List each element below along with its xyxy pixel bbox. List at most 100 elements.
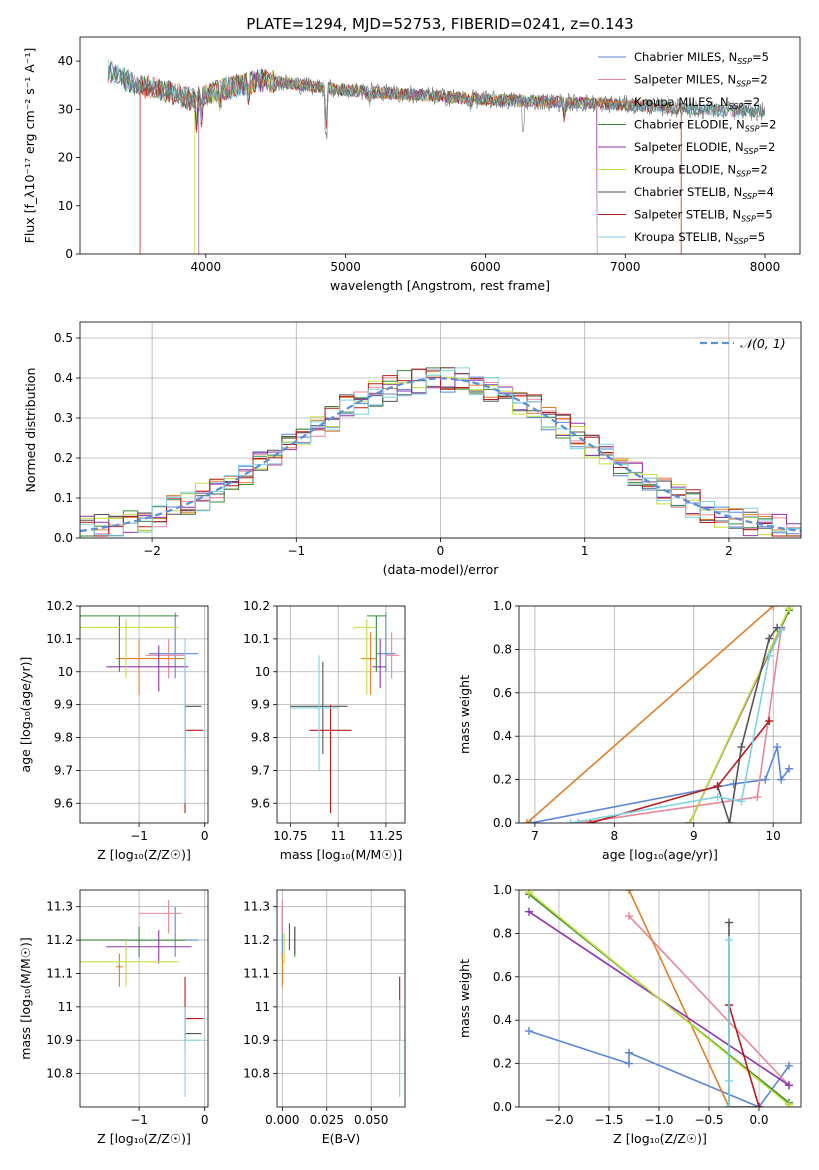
y-tick-label: 11.3 <box>243 900 270 914</box>
error-bar-point <box>290 655 339 771</box>
error-bar-point <box>361 632 377 695</box>
x-axis-label: age [log₁₀(age/yr)] <box>602 847 718 862</box>
y-tick-label: 0.1 <box>54 491 73 505</box>
plots-layer: 4000 5000 6000 7000 8000010203040wavelength … <box>18 36 802 1146</box>
mass-weight-marker <box>785 606 794 613</box>
y-tick-label: 10.9 <box>243 1033 270 1047</box>
mass-weight-marker <box>522 819 531 823</box>
x-axis-label: (data-model)/error <box>383 562 500 577</box>
x-tick-label: 4000 <box>191 260 222 274</box>
mass-weight-marker <box>574 819 583 823</box>
spectrum-line <box>107 58 766 124</box>
mass-weight-line <box>528 891 790 1106</box>
error-bar-point <box>184 661 202 754</box>
x-axis-label: E(B-V) <box>322 1131 361 1146</box>
legend-label: Kroupa STELIB, NSSP=5 <box>634 230 765 246</box>
x-tick-label: 10.75 <box>273 829 307 843</box>
mass-weight-marker <box>753 792 762 801</box>
y-tick-label: 10.9 <box>46 1033 73 1047</box>
x-tick-label: 0 <box>201 1113 209 1127</box>
plot-area-mass_vs_Z <box>80 900 204 1097</box>
y-tick-label: 9.7 <box>251 763 270 777</box>
x-tick-label: 11.25 <box>369 829 403 843</box>
panel-residuals: −2 −1 0 1 2 0.0 0.1 0.2 0.3 0.4 0.5 (data-model)/er… <box>23 321 802 577</box>
mass-weight-line <box>728 922 759 1107</box>
spectrum-legend: Chabrier MILES, NSSP=5 Salpeter MILES, NS… <box>598 50 776 246</box>
y-tick-label: 0.0 <box>493 1100 512 1114</box>
y-tick-label: 10 <box>58 665 73 679</box>
error-bar-point <box>80 615 179 672</box>
y-tick-label: 0.4 <box>54 371 73 385</box>
error-bar-point <box>376 612 396 672</box>
mass-weight-marker <box>713 782 722 791</box>
x-tick-label: 7 <box>531 829 539 843</box>
error-bar-point <box>353 619 377 695</box>
y-tick-label: 0.3 <box>54 411 73 425</box>
y-tick-label: 10.1 <box>46 632 73 646</box>
y-tick-label: 1.0 <box>493 883 512 897</box>
x-axis-label: Z [log₁₀(Z/Z☉)] <box>613 1131 707 1146</box>
panel-mass_vs_ebv: 0.000 0.025 0.050 10.8 10.9 11 11.1 11.2 11.3 E(B… <box>243 889 406 1146</box>
plot-area-spectrum <box>107 58 766 254</box>
x-tick-label: −1.0 <box>644 1113 673 1127</box>
x-tick-label: −0.5 <box>694 1113 723 1127</box>
mass-weight-marker <box>625 912 633 921</box>
y-tick-label: 9.9 <box>251 698 270 712</box>
y-tick-label: 1.0 <box>493 599 512 613</box>
error-bar-point <box>80 926 186 957</box>
y-tick-label: 10.1 <box>243 632 270 646</box>
panel-age_vs_Z: −1 0 9.6 9.7 9.8 9.9 10 10.1 10.2 Z [log₁₀(Z/Z☉)]… <box>18 599 209 862</box>
mass-weight-line <box>628 915 790 1086</box>
legend-label: Chabrier MILES, NSSP=5 <box>634 50 769 66</box>
x-tick-label: −1.5 <box>594 1113 623 1127</box>
legend-label: Chabrier STELIB, NSSP=4 <box>634 185 774 201</box>
error-bar-point <box>139 900 182 934</box>
axes-frame <box>276 605 406 824</box>
mass-weight-marker <box>777 775 786 784</box>
x-tick-label: 0.0 <box>749 1113 768 1127</box>
plot-area-age_vs_Z <box>80 612 204 814</box>
error-bar-point <box>366 615 386 672</box>
x-axis-label: Z [log₁₀(Z/Z☉)] <box>97 1131 191 1146</box>
y-tick-label: 0.5 <box>54 331 73 345</box>
y-tick-label: 9.9 <box>54 698 73 712</box>
y-tick-label: 10.8 <box>243 1067 270 1081</box>
error-bar-point <box>372 638 386 689</box>
legend-label: Chabrier ELODIE, NSSP=2 <box>634 118 776 134</box>
mass-weight-marker <box>761 775 770 784</box>
x-tick-label: 0.050 <box>354 1113 388 1127</box>
mass-weight-marker <box>769 606 778 610</box>
y-tick-label: 11.2 <box>243 933 270 947</box>
x-tick-label: 0 <box>437 544 445 558</box>
error-bar-point <box>309 704 352 814</box>
x-axis-label: wavelength [Angstrom, rest frame] <box>330 278 550 293</box>
y-tick-label: 9.6 <box>251 796 270 810</box>
y-tick-label: 0.4 <box>493 729 512 743</box>
x-tick-label: −1 <box>130 829 148 843</box>
y-tick-label: 11.1 <box>243 966 270 980</box>
error-bar-point <box>184 704 204 814</box>
error-bar-point <box>80 619 179 679</box>
mass-weight-marker <box>755 1103 763 1107</box>
mass-weight-marker <box>785 1081 793 1090</box>
y-tick-label: 11.2 <box>46 933 73 947</box>
x-tick-label: 0 <box>201 829 209 843</box>
figure-title: PLATE=1294, MJD=52753, FIBERID=0241, z=0… <box>246 15 633 33</box>
x-axis-label: Z [log₁₀(Z/Z☉)] <box>97 847 191 862</box>
mass-weight-line <box>570 629 782 823</box>
y-axis-label: mass weight <box>457 675 472 754</box>
axes-frame <box>276 889 406 1108</box>
legend-label: Salpeter ELODIE, NSSP=2 <box>634 140 775 156</box>
plot-area-mass_weight_vs_Z <box>525 890 793 1107</box>
plot-area-age_vs_mass <box>290 612 400 814</box>
y-tick-label: 9.7 <box>54 763 73 777</box>
y-tick-label: 0.6 <box>493 970 512 984</box>
y-axis-label: Flux [f_λ10⁻¹⁷ erg cm⁻² s⁻¹ A⁻¹] <box>22 48 37 244</box>
y-tick-label: 10 <box>255 665 270 679</box>
mass-weight-marker <box>725 1076 733 1085</box>
y-tick-label: 11 <box>58 1000 73 1014</box>
y-tick-label: 40 <box>58 54 73 68</box>
error-bar-point <box>80 940 179 987</box>
mass-weight-marker <box>625 1059 633 1068</box>
